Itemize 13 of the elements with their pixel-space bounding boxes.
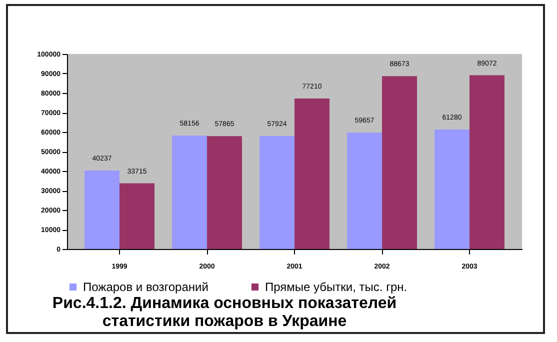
bar — [120, 183, 154, 249]
bar — [172, 136, 207, 249]
legend-label: Прямые убытки, тыс. грн. — [265, 280, 408, 294]
bar — [294, 98, 330, 249]
text: Рис.4.1.2. Динамика основных показателей статистики пожаров в Украине — [52, 295, 397, 330]
bar — [347, 132, 382, 249]
bar — [470, 75, 504, 249]
bar — [382, 76, 417, 249]
bar — [207, 136, 242, 249]
bar — [260, 136, 294, 249]
bar — [84, 170, 120, 249]
bar — [434, 130, 470, 249]
legend-label: Пожаров и возгораний — [83, 280, 208, 294]
